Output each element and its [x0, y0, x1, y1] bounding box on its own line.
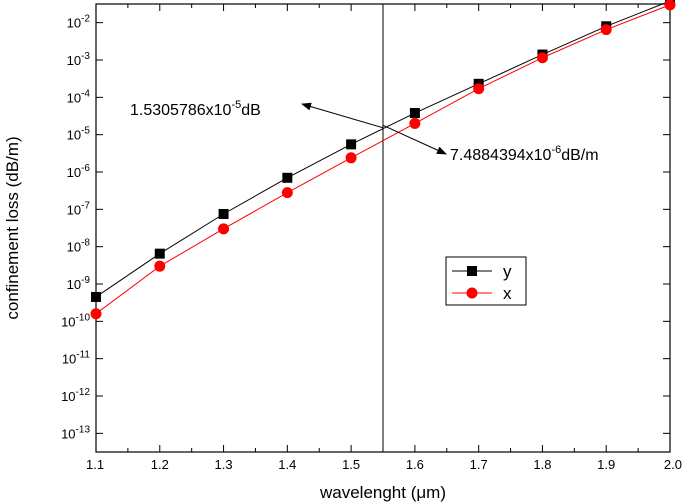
x-tick-label: 1.7 [470, 457, 488, 472]
legend-marker-x [466, 287, 478, 299]
x-tick-label: 1.9 [597, 457, 615, 472]
x-tick-label: 1.6 [406, 457, 424, 472]
y-tick-label: 10-4 [67, 88, 91, 105]
series-point-y [154, 248, 165, 259]
y-tick-label: 10-11 [62, 350, 91, 367]
series-point-y [218, 208, 229, 219]
series-point-y [282, 172, 293, 183]
x-axis-ticks: 1.1 1.2 1.3 1.4 1.5 1.6 1.7 1.8 1.9 2.0 [86, 4, 682, 472]
series-point-x [536, 52, 548, 64]
legend: yx [445, 256, 527, 306]
series-point-x [154, 260, 166, 272]
y-axis-title: confinement loss (dB/m) [3, 136, 22, 319]
series-point-y [346, 139, 357, 150]
annotation-upper-label: 1.5305786x10-5dB [130, 99, 261, 119]
annotation-lower-label: 7.4884394x10-6dB/m [450, 144, 599, 164]
series-point-x [281, 187, 293, 199]
y-tick-label: 10-2 [67, 14, 91, 31]
y-tick-label: 10-8 [67, 238, 91, 255]
series-point-x [473, 83, 485, 95]
annotation-lower-arrow [382, 124, 447, 155]
y-tick-label: 10-6 [67, 163, 91, 180]
y-tick-label: 10-5 [67, 126, 91, 143]
series-line-x [95, 4, 671, 315]
series-point-x [218, 223, 230, 235]
y-tick-label: 10-7 [67, 200, 91, 217]
legend-label-x: x [503, 284, 512, 303]
y-axis-ticks: 10-2 10-3 10-4 10-5 10-6 10-7 10-8 10-9 10-10 10-… [61, 14, 670, 441]
x-tick-label: 1.4 [278, 457, 296, 472]
series-point-x [409, 117, 421, 129]
y-tick-label: 10-12 [61, 387, 90, 404]
x-tick-label: 2.0 [664, 457, 682, 472]
annotation-upper-arrow [301, 102, 384, 129]
series-point-x [664, 0, 676, 11]
legend-box [445, 256, 527, 306]
x-axis-title: wavelenght (μm) [319, 483, 446, 502]
x-tick-label: 1.3 [215, 457, 233, 472]
annotations: 1.5305786x10-5dB 7.4884394x10-6dB/m [130, 99, 599, 164]
legend-label-y: y [503, 262, 512, 281]
series-point-x [345, 152, 357, 164]
series-line-y [95, 0, 671, 298]
series-point-y [91, 291, 101, 302]
y-tick-label: 10-9 [67, 275, 91, 292]
x-tick-label: 1.2 [151, 457, 169, 472]
series-layer [90, 0, 676, 320]
series-point-y [409, 108, 420, 119]
y-tick-label: 10-3 [67, 51, 91, 68]
y-tick-label: 10-13 [61, 424, 90, 441]
x-tick-label: 1.5 [342, 457, 360, 472]
x-tick-label: 1.8 [533, 457, 551, 472]
y-tick-label: 10-10 [61, 312, 90, 329]
legend-marker-y [467, 266, 477, 276]
x-tick-label: 1.1 [86, 457, 104, 472]
series-point-x [90, 308, 102, 320]
series-point-x [600, 24, 612, 36]
